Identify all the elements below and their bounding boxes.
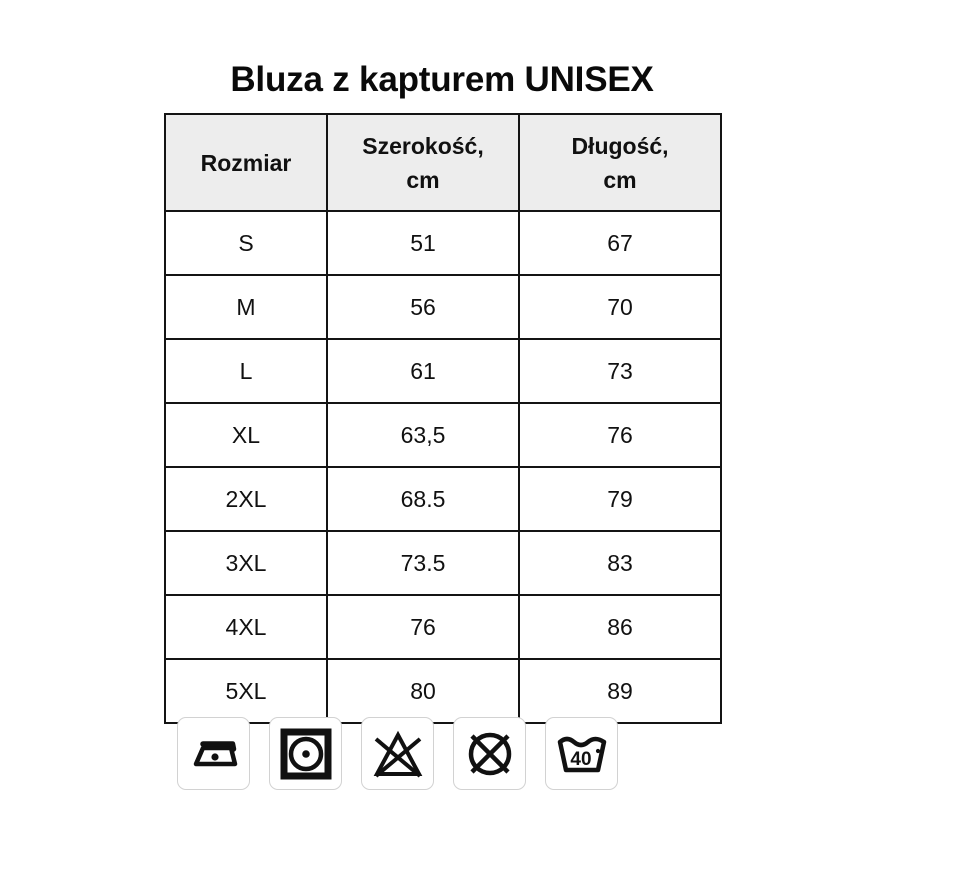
cell-width: 56 xyxy=(326,274,520,340)
table-row: 2XL 68.5 79 xyxy=(164,466,722,532)
cell-size: L xyxy=(164,338,328,404)
cell-length: 73 xyxy=(518,338,722,404)
cell-size: 4XL xyxy=(164,594,328,660)
table-header-row: Rozmiar Szerokość, cm Długość, cm xyxy=(164,113,722,212)
column-header-width: Szerokość, cm xyxy=(326,113,520,212)
cell-length: 79 xyxy=(518,466,722,532)
column-header-length-line1: Długość, xyxy=(571,132,669,159)
wash-40-degrees-icon: 40 xyxy=(554,732,610,776)
cell-length: 70 xyxy=(518,274,722,340)
column-header-size-line1: Rozmiar xyxy=(200,149,292,176)
tumble-dry-low-icon xyxy=(280,728,332,780)
wash-temperature-label: 40 xyxy=(570,749,591,770)
column-header-width-line1: Szerokość, xyxy=(362,132,484,159)
column-header-length: Długość, cm xyxy=(518,113,722,212)
column-header-width-line2: cm xyxy=(406,166,440,193)
do-not-dry-clean-icon xyxy=(464,728,516,780)
cell-width: 80 xyxy=(326,658,520,724)
table-body: S 51 67 M 56 70 L 61 73 XL 63,5 76 2XL 6 xyxy=(164,210,722,724)
table-row: XL 63,5 76 xyxy=(164,402,722,468)
table-header: Rozmiar Szerokość, cm Długość, cm xyxy=(164,113,722,212)
care-symbol-wash-40: 40 xyxy=(545,717,618,790)
cell-size: 3XL xyxy=(164,530,328,596)
care-symbols-row: 40 xyxy=(177,717,618,790)
cell-size: S xyxy=(164,210,328,276)
cell-length: 86 xyxy=(518,594,722,660)
table-row: L 61 73 xyxy=(164,338,722,404)
column-header-size: Rozmiar xyxy=(164,113,328,212)
table-row: 4XL 76 86 xyxy=(164,594,722,660)
cell-width: 73.5 xyxy=(326,530,520,596)
cell-length: 76 xyxy=(518,402,722,468)
care-symbol-do-not-dry-clean xyxy=(453,717,526,790)
table-row: 5XL 80 89 xyxy=(164,658,722,724)
cell-width: 63,5 xyxy=(326,402,520,468)
care-symbol-do-not-bleach xyxy=(361,717,434,790)
cell-width: 51 xyxy=(326,210,520,276)
table-row: S 51 67 xyxy=(164,210,722,276)
cell-size: 5XL xyxy=(164,658,328,724)
cell-width: 76 xyxy=(326,594,520,660)
cell-length: 83 xyxy=(518,530,722,596)
cell-size: M xyxy=(164,274,328,340)
cell-size: XL xyxy=(164,402,328,468)
cell-length: 89 xyxy=(518,658,722,724)
table-row: 3XL 73.5 83 xyxy=(164,530,722,596)
column-header-length-line2: cm xyxy=(603,166,637,193)
iron-low-temperature-icon xyxy=(186,732,242,776)
page-title: Bluza z kapturem UNISEX xyxy=(230,60,654,99)
table-row: M 56 70 xyxy=(164,274,722,340)
care-symbol-iron xyxy=(177,717,250,790)
cell-width: 61 xyxy=(326,338,520,404)
cell-width: 68.5 xyxy=(326,466,520,532)
cell-length: 67 xyxy=(518,210,722,276)
care-symbol-tumble-dry xyxy=(269,717,342,790)
do-not-bleach-icon xyxy=(371,729,425,779)
cell-size: 2XL xyxy=(164,466,328,532)
size-chart-table: Rozmiar Szerokość, cm Długość, cm S 51 6… xyxy=(164,113,722,724)
